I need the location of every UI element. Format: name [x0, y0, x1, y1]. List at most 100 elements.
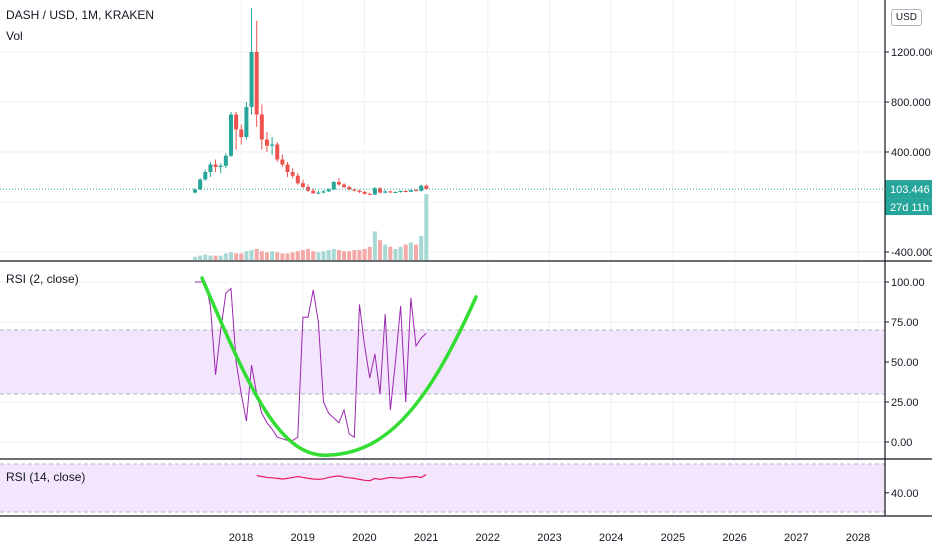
volume-bar — [208, 255, 213, 260]
time-tick-label: 2019 — [290, 532, 314, 544]
candle-body — [342, 184, 347, 187]
candle-body — [244, 107, 249, 137]
price-tick-label: 800.000 — [891, 97, 931, 109]
volume-bar — [311, 251, 316, 260]
candle-body — [362, 192, 367, 194]
candle-body — [270, 144, 275, 146]
volume-bar — [290, 252, 295, 260]
price-tick-label: 400.000 — [891, 147, 931, 159]
time-tick-label: 2023 — [537, 532, 561, 544]
candle-body — [367, 193, 372, 195]
green-curve-drawing[interactable] — [200, 276, 478, 457]
rsi-band-layer — [0, 329, 885, 513]
price-tick-label: 1200.000 — [891, 47, 932, 59]
candle-body — [321, 191, 326, 193]
volume-bar — [234, 253, 239, 260]
volume-bar — [259, 251, 264, 260]
candle-body — [223, 155, 228, 166]
drawing-layer — [200, 276, 478, 457]
rsi2-tick-label: 100.00 — [891, 277, 925, 289]
candle-body — [388, 191, 393, 193]
candle-body — [393, 192, 398, 193]
volume-bar — [254, 249, 259, 260]
rsi2-tick-label: 25.00 — [891, 397, 919, 409]
volume-bar — [362, 249, 367, 260]
time-tick-label: 2020 — [352, 532, 376, 544]
candle-body — [280, 159, 285, 165]
candle-body — [403, 191, 408, 192]
candle-body — [372, 188, 377, 195]
volume-bar — [203, 254, 208, 260]
time-tick-label: 2018 — [229, 532, 253, 544]
countdown-label: 27d 11h — [890, 202, 929, 214]
volume-bar — [372, 231, 377, 260]
volume-bar — [321, 251, 326, 260]
volume-bar — [424, 194, 429, 260]
volume-bar — [244, 251, 249, 260]
volume-bar — [388, 246, 393, 260]
volume-bar — [223, 253, 228, 260]
candle-body — [306, 187, 311, 191]
volume-bar — [306, 249, 311, 260]
volume-bar — [280, 253, 285, 260]
volume-bar — [316, 252, 321, 260]
volume-bar — [300, 250, 305, 260]
volume-bar — [239, 253, 244, 260]
candle-body — [239, 129, 244, 137]
volume-bar — [228, 252, 233, 260]
volume-bar — [357, 250, 362, 260]
time-tick-label: 2027 — [784, 532, 808, 544]
candle-body — [424, 185, 429, 190]
candle-body — [408, 190, 413, 192]
candle-body — [198, 179, 203, 190]
candle-body — [213, 164, 218, 167]
candle-body — [336, 182, 341, 185]
volume-bar — [336, 250, 341, 260]
last-price-label: 103.446 — [890, 184, 930, 196]
rsi14-band — [0, 464, 885, 512]
candle-body — [316, 192, 321, 194]
countdown-badge — [885, 198, 932, 216]
rsi2-line — [195, 281, 427, 441]
volume-bar — [398, 246, 403, 260]
rsi14-title: RSI (14, close) — [6, 470, 86, 484]
volume-bar — [193, 256, 197, 260]
currency-button[interactable]: USD — [890, 9, 922, 26]
candle-body — [254, 52, 259, 115]
candle-body — [383, 191, 388, 193]
candle-body — [414, 190, 419, 192]
volume-bar — [285, 253, 290, 260]
volume-bar — [218, 255, 223, 260]
candle-body — [234, 114, 239, 130]
candle-body — [398, 191, 403, 192]
volume-bar — [347, 251, 352, 260]
candle-body — [378, 188, 383, 193]
candle-body — [326, 189, 331, 192]
volume-bar — [419, 235, 424, 260]
candle-body — [290, 172, 295, 176]
volume-bar — [352, 250, 357, 260]
candle-body — [419, 185, 424, 191]
time-tick-label: 2022 — [476, 532, 500, 544]
candle-body — [228, 114, 233, 156]
rsi2-tick-label: 0.00 — [891, 437, 912, 449]
volume-bar — [264, 252, 269, 260]
volume-bar — [275, 252, 280, 260]
volume-bar — [378, 240, 383, 260]
time-tick-label: 2028 — [846, 532, 870, 544]
volume-layer — [193, 194, 429, 260]
candle-body — [264, 139, 269, 146]
candle-body — [193, 189, 197, 193]
candle-body — [218, 165, 223, 167]
volume-bar — [393, 249, 398, 260]
volume-bar — [331, 249, 336, 260]
volume-bar — [403, 244, 408, 260]
candle-body — [300, 183, 305, 187]
rsi2-title: RSI (2, close) — [6, 272, 79, 286]
candle-body — [295, 175, 300, 184]
time-tick-label: 2026 — [722, 532, 746, 544]
price-tick-label: -400.000 — [891, 247, 932, 259]
candle-body — [331, 182, 336, 190]
volume-bar — [383, 244, 388, 260]
